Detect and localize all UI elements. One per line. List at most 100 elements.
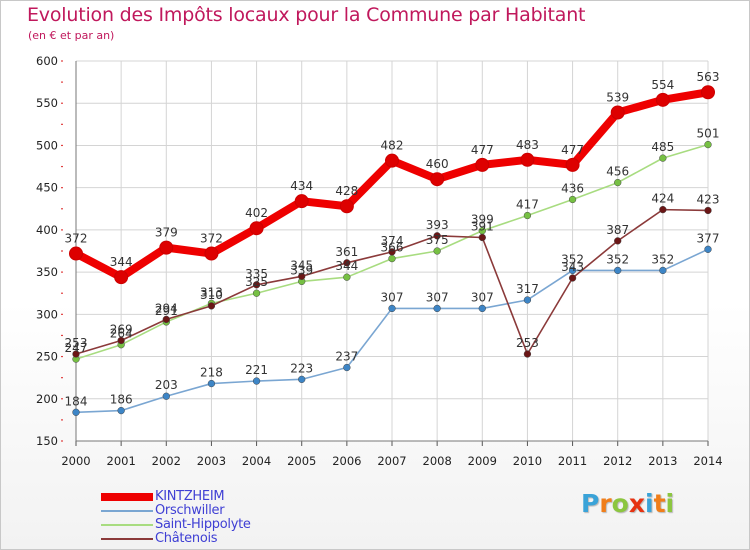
legend-swatch <box>101 538 153 540</box>
y-tick-label: 350 <box>36 265 58 279</box>
data-label: 366 <box>381 241 404 255</box>
data-label: 428 <box>335 184 358 198</box>
y-tick-label: 200 <box>36 392 58 406</box>
data-label: 460 <box>426 157 449 171</box>
data-point <box>162 392 170 400</box>
data-point <box>433 247 441 255</box>
x-tick-label: 2005 <box>287 454 316 468</box>
logo-letter: r <box>599 489 612 518</box>
data-point <box>565 157 580 172</box>
legend-label: KINTZHEIM <box>155 489 225 504</box>
data-label: 375 <box>426 233 449 247</box>
y-tick-label: 150 <box>36 434 58 448</box>
data-label: 221 <box>245 363 268 377</box>
x-tick-label: 2000 <box>61 454 90 468</box>
data-point <box>117 336 125 345</box>
data-point <box>475 157 490 172</box>
proxiti-logo: Proxiti <box>581 489 674 518</box>
data-label: 399 <box>471 213 494 227</box>
data-label: 184 <box>65 394 88 408</box>
x-tick-label: 2006 <box>332 454 361 468</box>
data-point <box>114 270 129 285</box>
data-point <box>704 206 712 215</box>
legend-item-orschwiller: Orschwiller <box>101 504 321 518</box>
data-point <box>610 105 625 120</box>
data-label: 377 <box>697 231 720 245</box>
data-label: 393 <box>426 218 449 232</box>
x-tick-label: 2013 <box>648 454 677 468</box>
data-label: 253 <box>516 336 539 350</box>
data-point <box>388 254 396 263</box>
data-point <box>614 266 622 275</box>
series-kintzheim <box>69 85 715 285</box>
data-point <box>162 315 170 324</box>
chart-title: Evolution des Impôts locaux pour la Comm… <box>27 4 586 26</box>
data-point <box>655 92 670 107</box>
data-label: 387 <box>606 223 629 237</box>
data-label: 335 <box>245 267 268 281</box>
data-label: 477 <box>561 143 584 157</box>
data-label: 344 <box>335 259 358 273</box>
data-label: 434 <box>290 179 313 193</box>
logo-letter: x <box>628 489 645 518</box>
data-label: 339 <box>290 263 313 277</box>
data-point <box>249 221 264 236</box>
x-tick-label: 2014 <box>693 454 722 468</box>
data-point <box>207 379 216 388</box>
x-tick-label: 2012 <box>603 454 632 468</box>
data-label: 436 <box>561 181 584 195</box>
logo-letter: t <box>653 489 666 518</box>
data-label: 237 <box>335 350 358 364</box>
data-point <box>294 194 309 209</box>
data-point <box>568 266 577 275</box>
data-label: 482 <box>381 139 404 153</box>
data-point <box>385 153 399 168</box>
data-point <box>433 304 441 313</box>
data-point <box>523 296 532 304</box>
logo-letter: P <box>581 489 600 518</box>
data-label: 218 <box>200 366 223 380</box>
data-label: 352 <box>651 252 674 266</box>
data-point <box>704 140 712 149</box>
data-point <box>523 350 532 358</box>
data-label: 345 <box>290 258 313 272</box>
legend-swatch <box>101 524 153 526</box>
data-point <box>252 281 261 289</box>
data-point <box>204 246 219 261</box>
data-label: 477 <box>471 143 494 157</box>
y-tick-label: 250 <box>36 350 58 364</box>
logo-letter: o <box>611 489 629 518</box>
legend-item-saint-hippolyte: Saint-Hippolyte <box>101 518 321 532</box>
data-label: 485 <box>651 140 674 154</box>
data-label: 247 <box>65 341 88 355</box>
series-châtenois <box>72 205 712 358</box>
data-label: 391 <box>471 219 494 233</box>
data-label: 352 <box>561 252 584 266</box>
legend-swatch <box>101 510 153 512</box>
data-label: 402 <box>245 206 268 220</box>
data-label: 372 <box>65 232 88 246</box>
data-label: 253 <box>65 336 88 350</box>
y-tick-label: 400 <box>36 223 58 237</box>
legend-item-châtenois: Châtenois <box>101 532 321 546</box>
logo-letter: i <box>645 489 654 518</box>
data-point <box>701 85 715 100</box>
data-label: 424 <box>651 192 674 206</box>
x-tick-label: 2003 <box>197 454 226 468</box>
data-label: 317 <box>516 282 539 296</box>
data-label: 310 <box>200 288 223 302</box>
data-label: 186 <box>110 393 133 407</box>
data-point <box>117 406 125 415</box>
legend: KINTZHEIM Orschwiller Saint-Hippolyte Châte… <box>101 490 321 546</box>
x-tick-label: 2009 <box>468 454 497 468</box>
y-tick-label: 500 <box>36 138 58 152</box>
data-point <box>704 245 712 253</box>
logo-letter: i <box>665 489 675 518</box>
series-layer <box>69 85 715 416</box>
x-tick-label: 2007 <box>377 454 406 468</box>
data-point <box>568 195 577 204</box>
x-tick-label: 2010 <box>513 454 542 468</box>
